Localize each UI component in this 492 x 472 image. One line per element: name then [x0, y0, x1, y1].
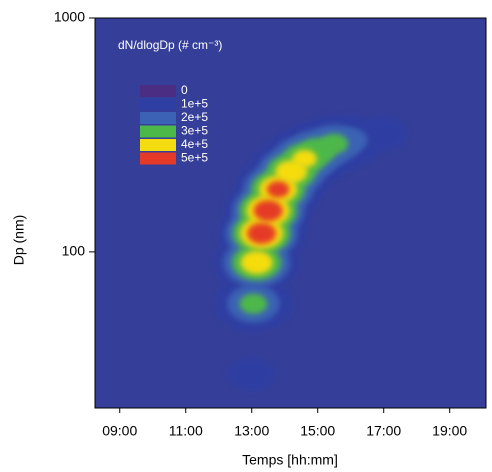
legend-label: 4e+5	[181, 137, 208, 151]
legend-swatch	[140, 112, 176, 124]
x-tick-label: 13:00	[234, 423, 269, 439]
contour-blob	[320, 133, 349, 154]
y-tick-label: 100	[62, 243, 86, 259]
legend-label: 5e+5	[181, 151, 208, 165]
plot-frame	[94, 17, 487, 409]
legend-swatch	[140, 152, 176, 165]
contour-blob	[266, 181, 290, 198]
x-axis-label: Temps [hh:mm]	[242, 452, 338, 468]
legend-swatch	[140, 125, 176, 138]
y-axis-label: Dp (nm)	[11, 215, 27, 266]
contour-blob	[228, 357, 275, 391]
legend-label: 3e+5	[181, 124, 208, 138]
legend-swatch	[140, 85, 176, 97]
legend-swatch	[140, 139, 176, 151]
x-tick-label: 17:00	[366, 423, 401, 439]
contour-blob	[247, 222, 277, 244]
contour-blob	[240, 250, 273, 275]
contour-blob	[253, 200, 283, 222]
x-tick-label: 15:00	[300, 423, 335, 439]
x-tick-label: 09:00	[102, 423, 137, 439]
x-tick-label: 11:00	[169, 423, 203, 439]
contour-blob	[292, 149, 317, 168]
legend-label: 0	[181, 83, 188, 97]
x-tick-label: 19:00	[432, 423, 467, 439]
contour-field	[214, 115, 407, 391]
contour-blob	[360, 116, 407, 151]
legend-label: 2e+5	[181, 110, 208, 124]
contour-blob	[239, 293, 268, 314]
legend-title: dN/dlogDp (# cm⁻³)	[118, 38, 222, 52]
y-tick-label: 1000	[54, 9, 85, 25]
legend-swatch	[140, 98, 176, 111]
legend-label: 1e+5	[181, 97, 208, 111]
